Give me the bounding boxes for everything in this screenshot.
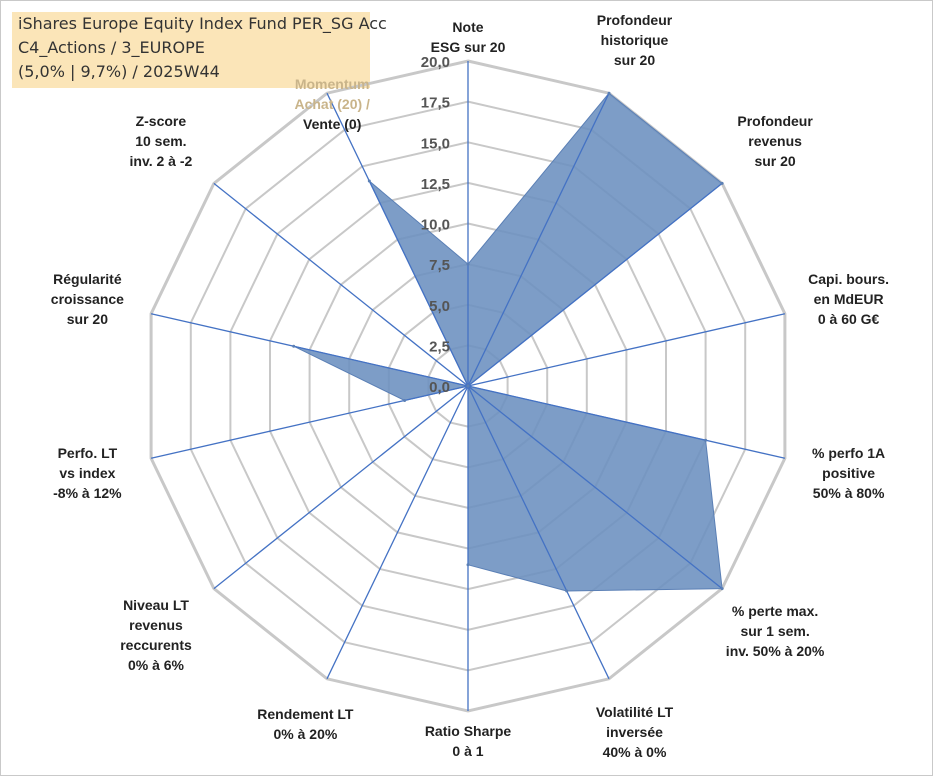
axis-label-line: Achat (20) / — [294, 96, 370, 112]
axis-label: % perfo 1A positive 50% à 80% — [812, 443, 885, 503]
axis-label-line: Rendement LT — [257, 705, 354, 722]
axis-label-line: inv. 50% à 20% — [725, 642, 825, 659]
axis-label-line: historique — [600, 32, 669, 49]
axis-label: Momentum Achat (20) / Vente (0) — [294, 74, 369, 134]
axis-label: Z-score 10 sem. inv. 2 à -2 — [130, 111, 193, 171]
axis-label-line: Profondeur — [737, 113, 813, 130]
axis-label-line: Ratio Sharpe — [424, 723, 512, 739]
axis-label-line: Volatilité LT — [595, 703, 674, 720]
axis-label-line: % perfo 1A — [812, 444, 886, 461]
data-point — [704, 438, 708, 442]
fund-performance-week: (5,0% | 9,7%) / 2025W44 — [18, 62, 220, 81]
axis-label: Niveau LT revenus reccurents 0% à 6% — [120, 595, 192, 675]
axis-label: Capi. bours. en MdEUR 0 à 60 G€ — [808, 269, 889, 329]
axis-label-line: positive — [822, 464, 876, 481]
axis-label: Régularité croissance sur 20 — [51, 269, 124, 329]
axis-spoke — [467, 385, 723, 590]
axis-label-line: ESG sur 20 — [430, 39, 506, 55]
axis-label: Note ESG sur 20 — [431, 17, 506, 57]
axis-label: Volatilité LT inversée 40% à 0% — [596, 702, 673, 762]
data-point — [565, 589, 569, 593]
axis-spoke — [467, 92, 610, 387]
axis-label-line: Momentum — [294, 76, 370, 92]
data-point — [292, 344, 296, 348]
axis-label-line: 40% à 0% — [602, 743, 667, 760]
axis-label: Profondeur historique sur 20 — [597, 10, 672, 70]
axis-label-line: 50% à 80% — [812, 484, 885, 501]
axis-label-line: -8% à 12% — [53, 484, 122, 501]
axis-label: % perte max. sur 1 sem. inv. 50% à 20% — [726, 601, 825, 661]
axis-label: Profondeur revenus sur 20 — [737, 111, 812, 171]
fund-category: C4_Actions / 3_EUROPE — [18, 38, 205, 57]
axis-label-line: inversée — [606, 723, 663, 740]
tick-label: 2,5 — [429, 338, 450, 355]
tick-label: 17,5 — [421, 95, 450, 112]
axis-label: Rendement LT 0% à 20% — [257, 704, 353, 744]
axis-label-line: 10 sem. — [135, 133, 187, 150]
axis-label-line: Niveau LT — [123, 596, 189, 613]
axis-label-line: croissance — [50, 291, 124, 308]
axis-spoke — [213, 182, 469, 387]
data-point — [607, 91, 611, 95]
axis-spoke — [467, 385, 786, 459]
axis-label-line: revenus — [129, 616, 183, 633]
fund-name: iShares Europe Equity Index Fund PER_SG … — [18, 14, 387, 33]
axis-label-line: sur 20 — [66, 311, 109, 328]
axis-spoke — [467, 385, 610, 680]
axis-spoke — [213, 385, 469, 590]
axis-label-line: Note — [452, 19, 484, 35]
data-point — [466, 563, 470, 567]
data-point — [367, 179, 371, 183]
axis-label-line: sur 1 sem. — [740, 622, 810, 639]
axis-label-line: sur 20 — [613, 52, 656, 69]
axis-spoke — [150, 385, 469, 459]
axis-label-line: Vente (0) — [303, 116, 362, 132]
tick-label: 0,0 — [429, 379, 450, 396]
axis-label-line: Perfo. LT — [57, 444, 118, 461]
tick-label: 7,5 — [429, 257, 450, 274]
tick-label: 10,0 — [421, 217, 450, 234]
axis-spoke — [467, 313, 786, 387]
axis-spoke — [326, 385, 469, 680]
axis-label-line: 0% à 20% — [273, 725, 338, 742]
data-point — [466, 262, 470, 266]
axis-label-line: inv. 2 à -2 — [129, 153, 193, 170]
axis-label: Ratio Sharpe 0 à 1 — [425, 721, 511, 761]
data-point — [466, 384, 470, 388]
data-point — [720, 587, 724, 591]
axis-label: Perfo. LT vs index -8% à 12% — [53, 443, 121, 503]
axis-label-line: 0% à 6% — [127, 656, 185, 673]
axis-label-line: sur 20 — [754, 153, 796, 170]
axis-label-line: 0 à 60 G€ — [817, 311, 880, 328]
axis-spoke — [326, 92, 469, 387]
axis-spoke — [150, 313, 469, 387]
axis-label-line: Régularité — [53, 271, 122, 288]
axis-label-line: Capi. bours. — [808, 271, 890, 288]
axis-label-line: Z-score — [135, 113, 187, 130]
axis-spoke — [467, 182, 723, 387]
tick-label: 5,0 — [429, 298, 450, 315]
tick-label: 12,5 — [421, 176, 450, 193]
axis-label-line: revenus — [748, 133, 802, 150]
fund-info-box: iShares Europe Equity Index Fund PER_SG … — [12, 12, 387, 88]
data-point — [720, 181, 724, 185]
data-point — [403, 399, 407, 402]
axis-label-line: en MdEUR — [813, 291, 884, 308]
axis-label-line: reccurents — [120, 636, 192, 653]
axis-label-line: vs index — [59, 464, 116, 481]
axis-label-line: Profondeur — [596, 12, 673, 29]
axis-label-line: 0 à 1 — [452, 743, 484, 759]
tick-label: 20,0 — [421, 54, 450, 71]
tick-label: 15,0 — [421, 135, 450, 152]
axis-label-line: % perte max. — [731, 602, 819, 619]
